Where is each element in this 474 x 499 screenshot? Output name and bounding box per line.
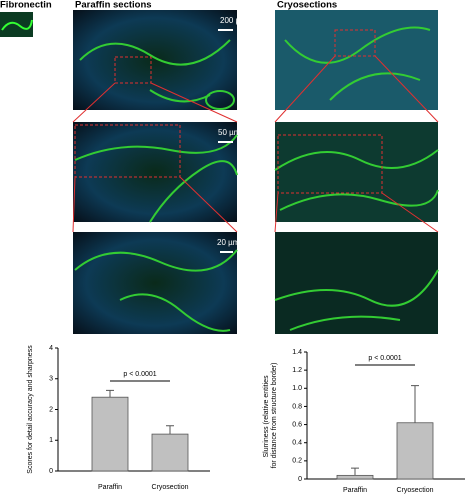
annotation: p < 0.0001 (368, 355, 401, 362)
micrographs: 200 µm 50 µm 20 µm (72, 10, 439, 334)
y-axis-label: Slurriness (relative entities for distan… (263, 363, 278, 469)
micrograph (275, 122, 438, 222)
bar (396, 422, 434, 480)
y-axis-label: Scores for detail accuracy and sharpness (27, 345, 34, 474)
micrograph (73, 10, 237, 110)
column-title: Cryosections (277, 0, 337, 11)
y-tick-label: 0 (49, 468, 53, 475)
scale-bar-lines (218, 29, 233, 253)
x-tick-label: Paraffin (98, 484, 122, 491)
bar (336, 474, 374, 480)
micrograph (73, 122, 237, 222)
y-tick-label: 0.8 (292, 403, 302, 410)
y-tick-label: 0.2 (292, 458, 302, 465)
y-tick-label: 1.2 (292, 367, 302, 374)
x-tick-label: Paraffin (343, 487, 367, 494)
y-tick-label: 0.6 (292, 421, 302, 428)
micrograph (275, 232, 438, 334)
y-tick-label: 1.0 (292, 385, 302, 392)
scale-bar: 200 µm (220, 16, 247, 25)
y-tick-label: 2 (49, 406, 53, 413)
scale-bar: 20 µm (217, 238, 240, 247)
x-tick-label: Cryosection (152, 484, 189, 491)
thumb-fiber (1, 19, 33, 31)
scale-bar: 50 µm (218, 128, 241, 137)
y-tick-label: 3 (49, 376, 53, 383)
error-bar (106, 389, 114, 398)
y-tick-label: 0 (298, 476, 302, 483)
annotation: p < 0.0001 (123, 371, 156, 378)
fibers (74, 26, 439, 332)
error-bar (166, 425, 174, 435)
bar (151, 433, 189, 472)
x-tick-label: Cryosection (397, 487, 434, 494)
column-title: Paraffin sections (75, 0, 152, 11)
zoom-markers (72, 29, 439, 233)
y-tick-label: 0.4 (292, 440, 302, 447)
bar (91, 396, 129, 472)
stain-label: Fibronectin (0, 0, 52, 11)
error-bar (411, 385, 419, 423)
y-tick-label: 1.4 (292, 349, 302, 356)
y-tick-label: 4 (49, 345, 53, 352)
micrograph (73, 232, 237, 334)
error-bar (351, 467, 359, 476)
y-tick-label: 1 (49, 437, 53, 444)
